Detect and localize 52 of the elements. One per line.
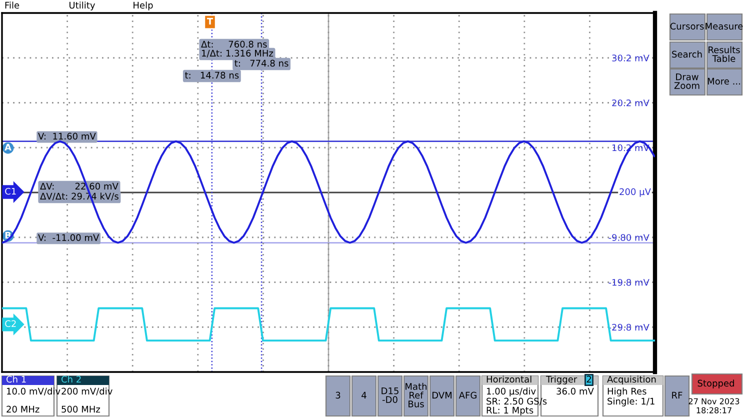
text: Acquisition — [607, 376, 656, 384]
text: 18:28:17 — [696, 407, 732, 414]
series-label: C2 — [5, 320, 16, 328]
text: 1.00 µs/div — [486, 388, 536, 396]
text: 3 — [336, 392, 340, 399]
text: Help — [134, 2, 153, 10]
text: 10.0 mV/div — [6, 388, 60, 396]
annotation: 1/Δt: 1.316 MHz — [202, 50, 274, 58]
text: 4 — [362, 392, 366, 398]
text: Horizontal — [486, 376, 532, 383]
annotation: A — [4, 144, 12, 150]
ref-line-label: V: 11.60 mV — [38, 132, 96, 140]
text: Math Ref Bus — [406, 382, 427, 408]
text: Measure — [706, 22, 743, 30]
y-tick-label: 30.2 mV — [612, 54, 650, 62]
text: D15 -D0 — [382, 388, 398, 403]
text: Stopped — [698, 380, 734, 388]
text: RL: 1 Mpts — [486, 406, 534, 416]
text: Ch 1 — [6, 376, 26, 383]
text: 20 MHz — [6, 406, 40, 413]
text: DVM — [432, 392, 452, 398]
text: File — [5, 2, 20, 9]
text: Single: 1/1 — [608, 398, 654, 406]
text: Results Table — [708, 46, 740, 62]
text: 500 MHz — [62, 406, 100, 413]
text: RF — [672, 392, 682, 398]
ref-line-label: t: 14.78 ns — [185, 72, 239, 79]
text: Search — [672, 50, 702, 58]
ref-line-label: V: -11.00 mV — [38, 234, 100, 242]
text: 200 mV/div — [62, 388, 112, 396]
ref-line-label: 200 µV — [620, 188, 651, 197]
text: Utility — [70, 2, 96, 10]
y-tick-label: -19.8 mV — [608, 278, 650, 286]
y-tick-label: 20.2 mV — [612, 99, 650, 106]
text: Cursors — [670, 22, 704, 30]
y-tick-label: -9.80 mV — [608, 234, 650, 241]
line-series — [2, 140, 655, 244]
annotation: T — [206, 18, 214, 24]
annotation: Δt: 760.8 ns — [201, 40, 267, 48]
text: Trigger — [546, 376, 578, 384]
y-tick-label: -29.8 mV — [608, 324, 650, 331]
text: 36.0 mV — [556, 388, 594, 395]
text: 2 — [586, 376, 591, 382]
text: SR: 2.50 GS/s — [486, 398, 547, 406]
text: Ch 2 — [62, 376, 81, 383]
series-label: C1 — [5, 188, 16, 195]
text: AFG — [458, 392, 476, 399]
text: 27 Nov 2023 — [688, 398, 740, 404]
ref-line-label: t: 774.8 ns — [234, 60, 288, 67]
text: Draw Zoom — [674, 74, 700, 89]
text: High Res — [608, 388, 646, 396]
text: More ... — [708, 78, 740, 85]
